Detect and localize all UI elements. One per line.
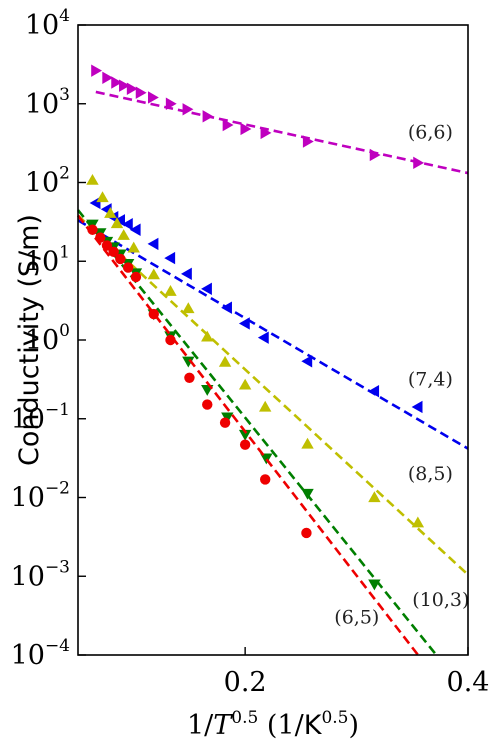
data-point-6-5-3 xyxy=(108,246,119,257)
y-tick-label: 10−3 xyxy=(11,557,70,592)
data-point-6-6-8 xyxy=(182,103,194,116)
data-point-7-4-3 xyxy=(114,214,125,227)
data-point-10-3-13 xyxy=(260,453,273,465)
data-point-8-5-7 xyxy=(164,284,177,296)
data-point-6-6-15 xyxy=(413,156,425,170)
fit-line-8-5 xyxy=(77,214,469,576)
data-point-6-5-11 xyxy=(219,417,231,428)
data-point-6-6-0 xyxy=(91,64,103,77)
y-axis-title: Conductivity (S/m) xyxy=(14,214,45,466)
data-point-6-6-4 xyxy=(126,82,138,95)
data-point-6-5-6 xyxy=(130,271,142,283)
data-point-8-5-4 xyxy=(117,229,130,240)
data-point-7-4-11 xyxy=(238,317,250,330)
series-label-8-5: (8,5) xyxy=(408,463,453,485)
data-point-6-5-9 xyxy=(184,372,195,383)
data-point-6-5-10 xyxy=(202,399,213,410)
data-point-8-5-2 xyxy=(104,207,117,218)
data-point-6-6-5 xyxy=(135,86,147,99)
data-point-7-4-5 xyxy=(129,223,141,236)
y-tick-label: 100 xyxy=(25,321,70,356)
data-point-6-5-4 xyxy=(115,253,126,265)
y-tick-label: 102 xyxy=(25,164,70,199)
data-point-6-5-8 xyxy=(165,334,176,346)
series-label-6-5: (6,5) xyxy=(334,607,379,629)
data-point-6-5-0 xyxy=(87,224,98,235)
data-point-7-4-8 xyxy=(181,267,192,281)
series-label-6-6: (6,6) xyxy=(408,121,453,143)
data-point-6-5-13 xyxy=(260,474,271,485)
data-point-10-3-15 xyxy=(368,579,381,591)
y-tick-label: 10−4 xyxy=(11,636,70,671)
data-point-7-4-10 xyxy=(221,301,232,314)
series-label-10-3: (10,3) xyxy=(412,589,469,611)
data-point-7-4-13 xyxy=(301,355,313,368)
data-point-7-4-7 xyxy=(164,251,176,265)
data-point-6-5-12 xyxy=(239,439,251,450)
data-point-7-4-6 xyxy=(147,237,159,251)
data-point-6-6-7 xyxy=(165,97,177,110)
fit-line-7-4 xyxy=(77,219,469,450)
data-point-8-5-9 xyxy=(201,330,214,342)
chart-axes: 0.2 0.4 10−4 10−3 10−2 10−1 100 101 102 103 104 xyxy=(11,6,490,698)
data-point-8-5-14 xyxy=(368,491,381,503)
data-point-6-6-14 xyxy=(369,148,381,162)
y-tick-label: 103 xyxy=(25,85,70,120)
data-point-7-4-14 xyxy=(368,384,380,398)
data-point-8-5-5 xyxy=(127,241,140,253)
y-tick-label: 10−1 xyxy=(11,400,70,435)
data-point-6-6-13 xyxy=(302,135,314,148)
data-point-8-5-8 xyxy=(182,302,195,314)
data-point-6-6-11 xyxy=(240,122,252,136)
x-tick-label: 0.2 xyxy=(224,667,267,698)
data-point-7-4-12 xyxy=(257,331,269,344)
fit-line-6-5 xyxy=(76,214,420,656)
series-label-7-4: (7,4) xyxy=(408,369,453,391)
data-point-6-6-1 xyxy=(102,71,114,84)
plot-frame xyxy=(77,24,469,656)
data-point-8-5-11 xyxy=(238,378,252,390)
data-point-6-5-7 xyxy=(148,308,159,320)
data-point-10-3-11 xyxy=(221,412,234,424)
data-point-6-6-6 xyxy=(148,91,159,104)
x-axis-title: 1/T0.5 (1/K0.5) xyxy=(187,708,359,741)
data-point-10-3-12 xyxy=(238,429,252,441)
data-point-10-3-14 xyxy=(301,488,314,500)
data-point-8-5-1 xyxy=(96,191,109,203)
data-point-6-6-3 xyxy=(119,79,130,92)
data-point-8-5-6 xyxy=(147,268,160,280)
data-point-7-4-4 xyxy=(121,218,133,231)
data-point-6-6-12 xyxy=(260,126,272,140)
data-point-6-6-2 xyxy=(111,76,123,89)
y-tick-label: 10−2 xyxy=(11,479,70,514)
chart-marks: (6,6) (7,4) (8,5) (10,3) (6,5) xyxy=(76,64,469,656)
data-point-7-4-9 xyxy=(201,282,212,296)
data-point-8-5-15 xyxy=(411,516,425,528)
data-point-6-6-9 xyxy=(202,110,214,123)
data-point-8-5-12 xyxy=(259,400,272,412)
data-point-6-5-5 xyxy=(122,262,134,273)
data-point-10-3-9 xyxy=(182,356,195,368)
data-point-7-4-15 xyxy=(411,400,423,414)
data-point-6-5-1 xyxy=(95,232,106,243)
y-tick-label: 101 xyxy=(25,242,70,277)
x-tick-label: 0.4 xyxy=(447,667,490,698)
y-tick-label: 104 xyxy=(25,6,70,41)
data-point-8-5-3 xyxy=(110,217,124,229)
fit-line-6-6 xyxy=(95,90,469,175)
data-point-6-6-10 xyxy=(222,118,234,132)
data-point-8-5-10 xyxy=(218,355,232,367)
data-point-8-5-13 xyxy=(301,437,314,449)
data-point-6-5-2 xyxy=(101,240,113,251)
data-point-6-5-14 xyxy=(301,527,312,539)
data-point-8-5-0 xyxy=(86,173,99,185)
